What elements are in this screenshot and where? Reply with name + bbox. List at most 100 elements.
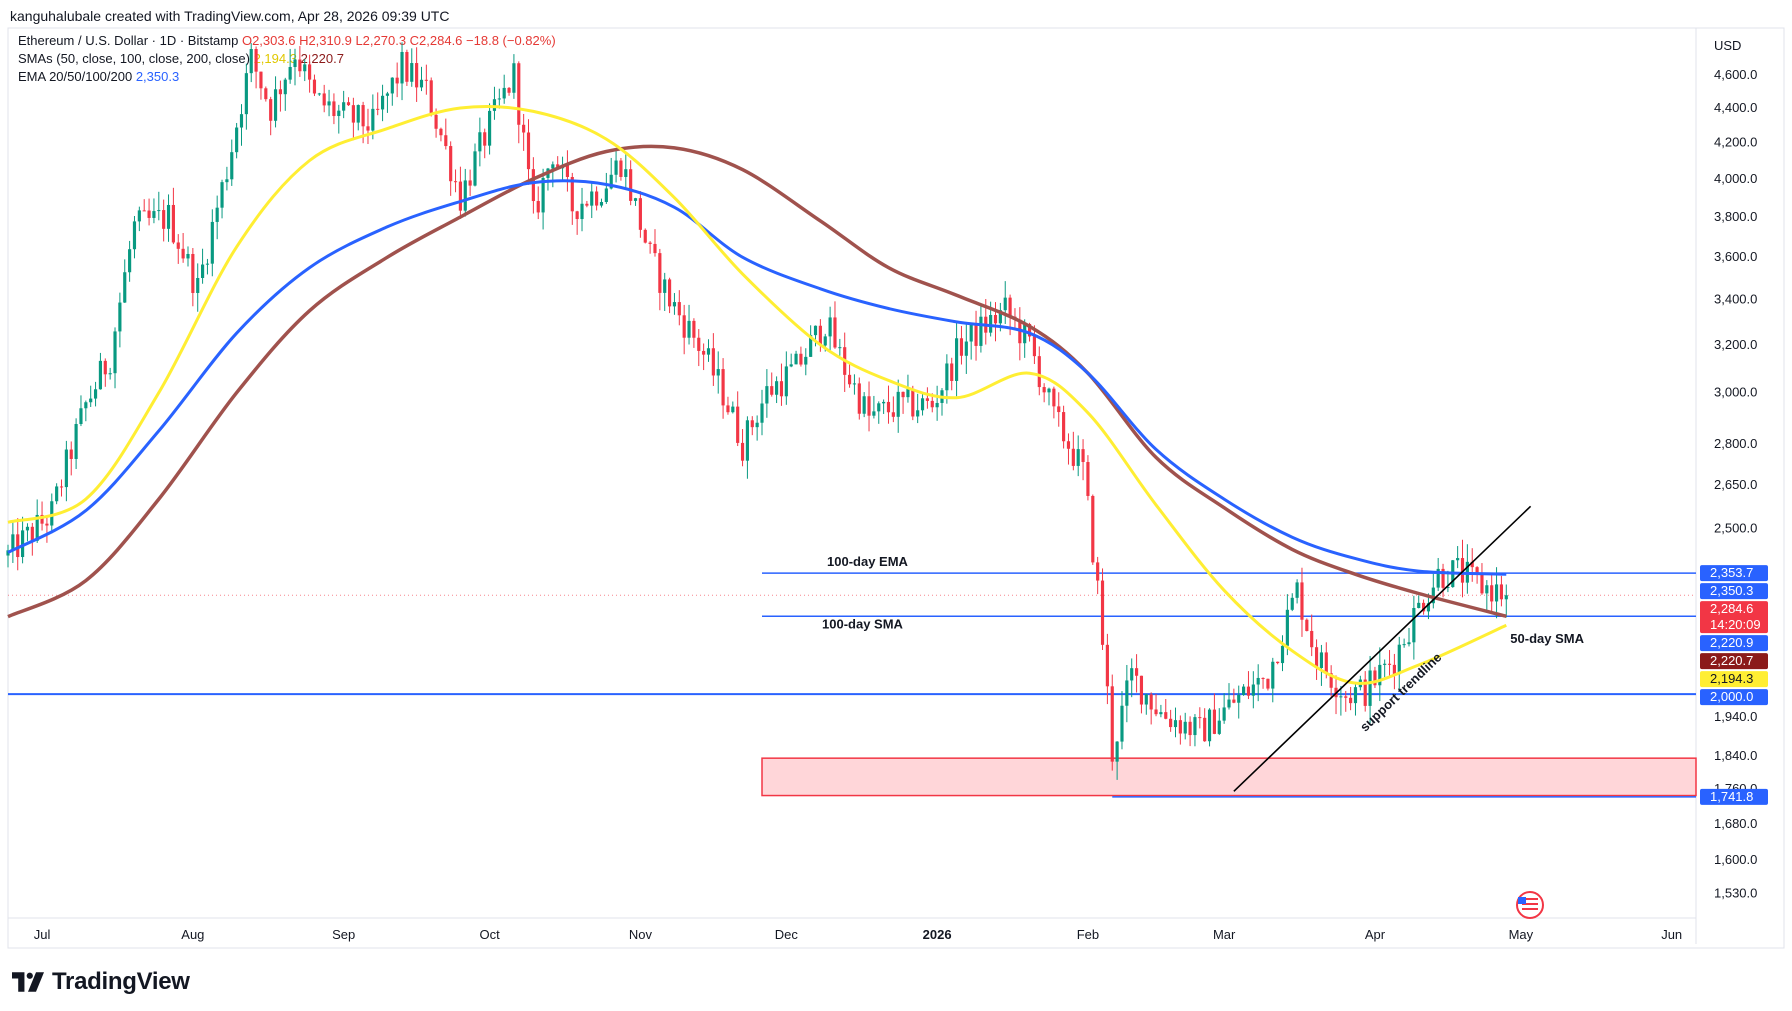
- candle: [648, 241, 652, 254]
- candle: [964, 323, 968, 374]
- candle: [463, 168, 467, 217]
- candle: [760, 389, 764, 436]
- candle-body: [356, 105, 360, 123]
- candle-body: [1062, 412, 1066, 442]
- currency-label[interactable]: USD: [1714, 38, 1741, 53]
- candle-body: [147, 210, 151, 218]
- candle: [775, 376, 779, 404]
- candle-body: [799, 353, 803, 365]
- candle-body: [1154, 709, 1158, 715]
- candle: [1368, 655, 1372, 724]
- candle: [1169, 709, 1173, 732]
- candle: [1062, 405, 1066, 449]
- candle-body: [478, 132, 482, 152]
- candle-body: [453, 181, 458, 183]
- candle: [736, 391, 740, 447]
- price-badge-bg: [1700, 635, 1768, 652]
- candle-body: [444, 135, 448, 147]
- candle: [765, 369, 769, 418]
- candle: [1256, 664, 1260, 702]
- price-badge-bg: [1700, 689, 1768, 706]
- candle-body: [901, 391, 905, 398]
- flag-icon[interactable]: [1516, 891, 1544, 919]
- candle-body: [1207, 709, 1212, 742]
- candle-body: [989, 314, 993, 333]
- candle: [1280, 635, 1285, 672]
- candle: [1159, 704, 1163, 718]
- candle-body: [896, 391, 900, 417]
- candle-body: [429, 80, 433, 115]
- candle: [1100, 568, 1105, 650]
- candle-body: [1490, 585, 1494, 602]
- candle-body: [196, 277, 200, 293]
- candle-body: [502, 87, 506, 99]
- candle: [1314, 639, 1319, 680]
- brand-logo[interactable]: TradingView: [12, 968, 190, 996]
- candle-body: [1266, 678, 1270, 689]
- candle-body: [925, 398, 929, 401]
- price-badges: 2,353.72,350.32,284.614:20:092,220.92,22…: [1700, 565, 1768, 805]
- candle-body: [1217, 720, 1221, 734]
- candle: [682, 304, 686, 355]
- candle: [128, 240, 132, 282]
- candle-body: [930, 400, 934, 408]
- candle: [1290, 593, 1294, 612]
- x-tick-label: 2026: [923, 927, 952, 942]
- candle-body: [1003, 297, 1007, 311]
- candle-body: [166, 204, 171, 229]
- candle: [1266, 678, 1270, 691]
- price-badge: 2,350.3: [1700, 583, 1768, 600]
- candle-body: [979, 316, 983, 346]
- candle: [653, 229, 657, 257]
- candle: [1397, 636, 1401, 692]
- candle: [64, 440, 68, 502]
- candle: [79, 395, 83, 427]
- y-tick-label: 1,840.0: [1714, 748, 1757, 763]
- candle-body: [629, 169, 633, 201]
- candle-body: [1271, 661, 1275, 689]
- legend-ema-label[interactable]: EMA 20/50/100/200: [18, 69, 133, 84]
- candle-body: [969, 322, 973, 342]
- candle-body: [415, 63, 419, 88]
- y-tick-label: 1,680.0: [1714, 816, 1757, 831]
- legend-sma-label[interactable]: SMAs (50, close, 100, close, 200, close): [18, 51, 250, 66]
- candle-body: [765, 386, 769, 404]
- candle-body: [132, 221, 137, 250]
- candle: [142, 199, 146, 212]
- candle: [132, 215, 137, 259]
- candle-body: [595, 191, 599, 206]
- candle-body: [337, 110, 341, 117]
- candle-body: [507, 87, 511, 93]
- candle: [123, 259, 127, 303]
- price-badge: 1,741.8: [1700, 788, 1768, 805]
- x-tick-label: Nov: [629, 927, 653, 942]
- price-badge: 2,220.9: [1700, 635, 1768, 652]
- candle-body: [488, 110, 492, 146]
- candle-body: [463, 180, 467, 211]
- candle-body: [823, 336, 827, 346]
- candle-body: [103, 360, 107, 375]
- candle: [1251, 671, 1255, 709]
- y-tick-label: 2,500.0: [1714, 520, 1757, 535]
- candle: [945, 354, 949, 404]
- candle: [1212, 693, 1216, 735]
- candle: [702, 343, 706, 371]
- candle-body: [483, 132, 487, 146]
- candle-body: [619, 160, 623, 177]
- candle: [1460, 539, 1465, 598]
- candle-body: [191, 253, 195, 293]
- candle: [580, 187, 584, 232]
- legend-symbol[interactable]: Ethereum / U.S. Dollar · 1D · Bitstamp: [18, 33, 239, 48]
- candle: [916, 393, 920, 424]
- candle: [230, 139, 234, 186]
- candle-body: [1100, 580, 1105, 645]
- x-tick-label: Jul: [34, 927, 51, 942]
- candle: [239, 104, 244, 146]
- candle: [317, 92, 321, 96]
- candle-body: [1222, 707, 1226, 721]
- candle-body: [332, 101, 336, 117]
- candle-body: [1096, 562, 1100, 581]
- candle: [259, 71, 263, 100]
- candle: [235, 122, 239, 159]
